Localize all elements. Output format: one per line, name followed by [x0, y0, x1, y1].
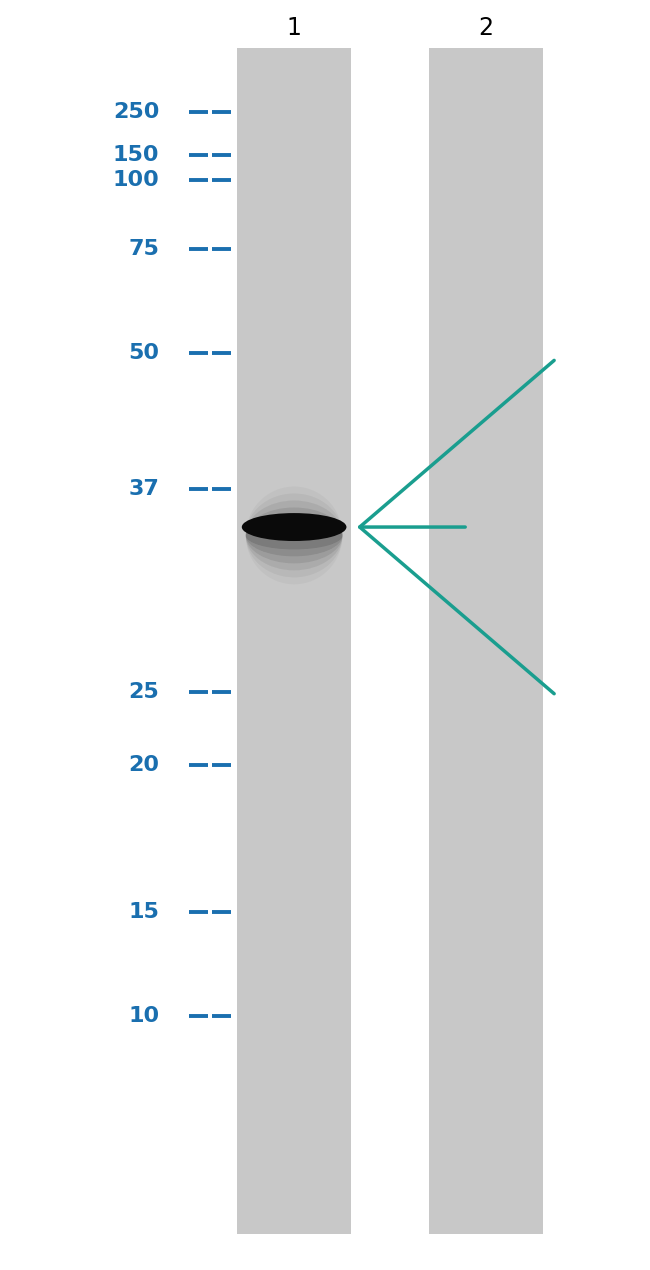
- Text: 50: 50: [128, 343, 159, 363]
- Ellipse shape: [246, 514, 343, 556]
- Text: 75: 75: [129, 239, 159, 259]
- Text: 1: 1: [287, 17, 301, 39]
- Text: 150: 150: [112, 145, 159, 165]
- Text: 37: 37: [129, 479, 159, 499]
- Text: 20: 20: [128, 754, 159, 775]
- Bar: [429, 48, 543, 1234]
- Ellipse shape: [242, 513, 346, 541]
- Ellipse shape: [246, 500, 343, 570]
- Bar: [237, 48, 351, 1234]
- Text: 100: 100: [112, 170, 159, 190]
- Text: 15: 15: [129, 902, 159, 922]
- Text: 25: 25: [129, 682, 159, 702]
- Ellipse shape: [246, 522, 343, 550]
- Text: 250: 250: [113, 102, 159, 122]
- Text: 2: 2: [478, 17, 494, 39]
- Ellipse shape: [246, 508, 343, 564]
- Text: 10: 10: [128, 1006, 159, 1026]
